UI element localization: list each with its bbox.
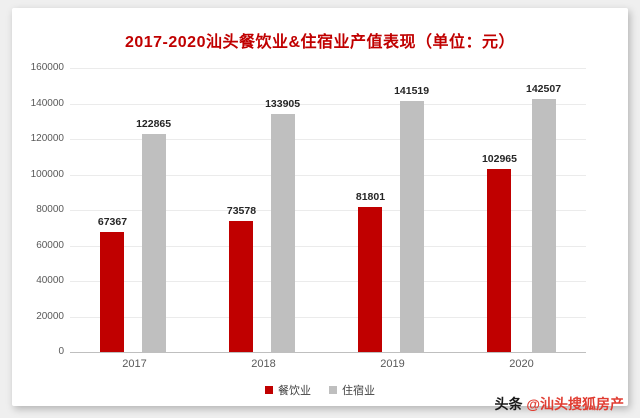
y-tick-label: 100000 [30,168,64,180]
bar [229,221,254,352]
y-axis: 0 20000 40000 60000 80000 100000 120000 140000 1… [26,62,70,357]
legend-item: 餐饮业 [265,382,311,398]
y-tick-label: 140000 [30,97,64,109]
bar-group: 102965 142507 [457,68,586,352]
bar-wrap: 67367 [98,68,127,352]
legend-label: 住宿业 [342,385,375,397]
gridline [70,68,586,69]
legend-swatch-icon [265,386,273,394]
x-tick-label: 2020 [509,358,534,370]
y-tick-label: 0 [58,346,64,357]
plot-wrap: 67367 122865 73578 133905 81801 141519 102965 1… [70,68,586,370]
bar [270,114,295,352]
bar-chart: 0 20000 40000 60000 80000 100000 120000 140000 1… [26,62,586,370]
chart-title: 2017-2020汕头餐饮业&住宿业产值表现（单位：元） [124,34,516,51]
y-tick-label: 80000 [36,204,64,215]
gridline [70,316,586,318]
bar-wrap: 102965 [482,68,517,352]
bar-wrap: 142507 [526,68,561,352]
bar [100,232,125,352]
y-tick-label: 120000 [30,133,64,144]
bar-value-label: 122865 [136,117,172,130]
legend-swatch-icon [329,386,337,394]
bar-value-label: 142507 [526,83,562,96]
bar [141,133,166,352]
watermark-prefix: 头条 [494,396,523,412]
bar [399,100,424,352]
legend-item: 住宿业 [329,382,375,398]
legend: 餐饮业 住宿业 [12,382,628,398]
bar-wrap: 141519 [394,68,429,352]
bar-groups: 67367 122865 73578 133905 81801 141519 102965 1… [70,68,586,352]
y-tick-label: 20000 [36,310,64,322]
bar-value-label: 67367 [97,216,128,229]
bar-wrap: 122865 [136,68,171,352]
bar-value-label: 81801 [355,190,386,203]
y-tick-label: 40000 [36,275,64,286]
bar-value-label: 102965 [481,153,517,166]
bar [358,206,383,352]
gridline [70,281,586,282]
bar-group: 67367 122865 [70,68,199,352]
watermark-handle: @汕头搜狐房产 [526,396,624,412]
bar-value-label: 133905 [265,98,301,111]
gridline [70,210,586,211]
x-tick-label: 2017 [122,358,147,370]
bar-wrap: 81801 [356,68,385,352]
legend-label: 餐饮业 [278,385,311,397]
chart-card: 2017-2020汕头餐饮业&住宿业产值表现（单位：元） 0 20000 40000… [12,8,628,406]
gridline [70,103,586,105]
bar [531,99,556,352]
bar-wrap: 133905 [265,68,300,352]
bar [487,169,512,352]
x-tick-label: 2019 [380,358,405,370]
y-tick-label: 160000 [30,62,64,73]
x-axis-labels: 2017 2018 2019 2020 [70,358,586,370]
bar-value-label: 141519 [394,84,430,97]
bar-group: 73578 133905 [199,68,328,352]
bar-group: 81801 141519 [328,68,457,352]
gridline [70,245,586,247]
bar-wrap: 73578 [227,68,256,352]
gridline [70,174,586,176]
bar-value-label: 73578 [226,205,257,218]
gridline [70,139,586,140]
x-tick-label: 2018 [251,358,276,370]
plot-area: 67367 122865 73578 133905 81801 141519 102965 1… [70,68,586,353]
watermark: 头条 @汕头搜狐房产 [494,394,624,414]
y-tick-label: 60000 [36,239,64,251]
